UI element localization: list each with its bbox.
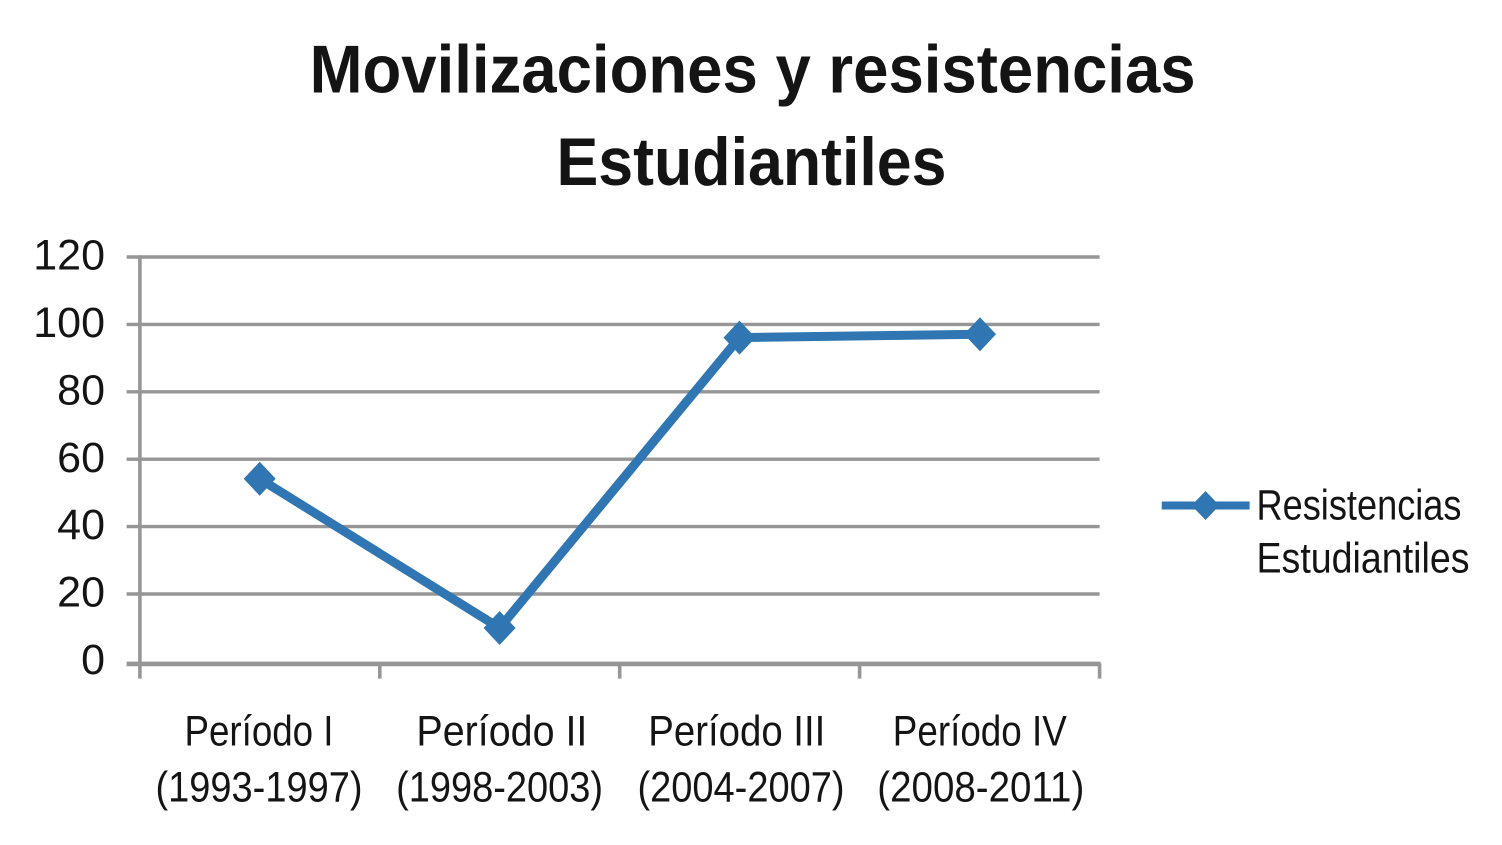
svg-text:(2004-2007): (2004-2007) (638, 764, 845, 812)
svg-text:(2008-2011): (2008-2011) (877, 764, 1084, 812)
svg-text:Resistencias: Resistencias (1257, 481, 1462, 529)
svg-text:(1998-2003): (1998-2003) (396, 764, 603, 812)
svg-text:Estudiantiles: Estudiantiles (1257, 535, 1470, 583)
svg-text:Estudiantiles: Estudiantiles (557, 124, 947, 200)
svg-text:(1993-1997): (1993-1997) (156, 764, 363, 812)
svg-text:Movilizaciones y resistencias: Movilizaciones y resistencias (310, 32, 1196, 108)
svg-text:Período I: Período I (185, 708, 334, 756)
svg-text:Período II: Período II (416, 708, 587, 756)
svg-text:Período IV: Período IV (893, 708, 1067, 756)
svg-text:100: 100 (33, 299, 105, 347)
svg-text:40: 40 (57, 501, 105, 549)
svg-text:120: 120 (33, 232, 105, 280)
svg-text:Período III: Período III (648, 708, 825, 756)
svg-text:60: 60 (57, 434, 105, 482)
svg-text:0: 0 (81, 636, 105, 684)
svg-text:80: 80 (57, 366, 105, 414)
svg-text:20: 20 (57, 569, 105, 617)
